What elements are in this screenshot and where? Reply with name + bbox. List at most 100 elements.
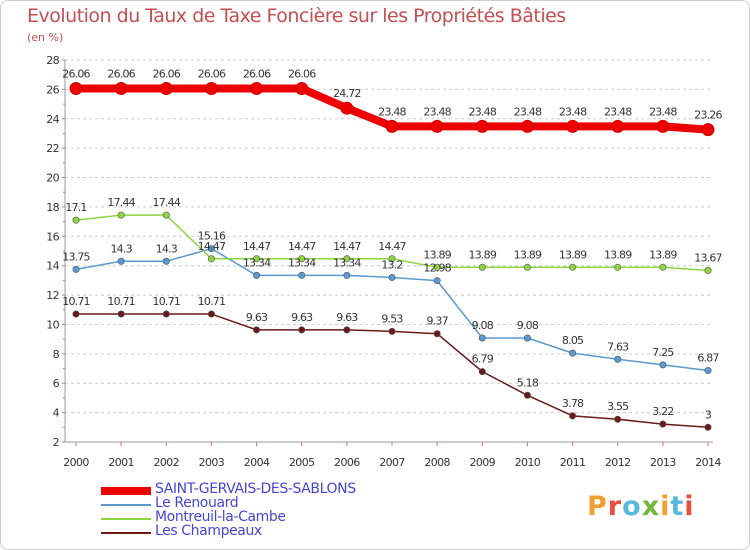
- data-point[interactable]: [298, 271, 306, 279]
- logo-letter: i: [660, 491, 671, 522]
- x-tick-label: 2001: [108, 456, 134, 469]
- data-point[interactable]: [162, 310, 170, 318]
- y-tick-label: 24: [46, 113, 59, 126]
- proxiti-logo[interactable]: Proxiti: [587, 491, 695, 522]
- data-label: 13.75: [62, 250, 90, 263]
- x-tick-label: 2010: [515, 456, 541, 469]
- data-label: 3.22: [652, 405, 673, 418]
- data-point[interactable]: [433, 277, 441, 285]
- data-point[interactable]: [433, 263, 441, 271]
- data-label: 9.63: [291, 311, 313, 324]
- data-point[interactable]: [478, 334, 486, 342]
- data-point[interactable]: [704, 366, 712, 374]
- data-point[interactable]: [298, 255, 306, 263]
- data-label: 14.3: [110, 242, 132, 255]
- data-point[interactable]: [162, 211, 170, 219]
- data-point[interactable]: [72, 310, 80, 318]
- x-tick-label: 2009: [469, 456, 495, 469]
- data-point[interactable]: [162, 257, 170, 265]
- data-point[interactable]: [207, 310, 215, 318]
- data-point[interactable]: [343, 271, 351, 279]
- data-point[interactable]: [117, 310, 125, 318]
- data-point[interactable]: [340, 101, 354, 115]
- data-point[interactable]: [385, 119, 399, 133]
- data-point[interactable]: [659, 420, 667, 428]
- data-point[interactable]: [207, 245, 215, 253]
- data-point[interactable]: [295, 82, 309, 96]
- x-tick-label: 2000: [63, 456, 89, 469]
- data-point[interactable]: [523, 263, 531, 271]
- data-point[interactable]: [614, 355, 622, 363]
- data-point[interactable]: [253, 255, 261, 263]
- data-label: 17.1: [65, 201, 86, 214]
- data-point[interactable]: [523, 334, 531, 342]
- data-label: 23.48: [649, 105, 677, 118]
- data-label: 7.25: [652, 346, 674, 359]
- data-point[interactable]: [117, 257, 125, 265]
- logo-letter: t: [670, 491, 685, 522]
- data-label: 9.63: [336, 311, 358, 324]
- data-point[interactable]: [253, 271, 261, 279]
- data-point[interactable]: [659, 361, 667, 369]
- data-point[interactable]: [298, 326, 306, 334]
- data-point[interactable]: [388, 255, 396, 263]
- data-point[interactable]: [433, 330, 441, 338]
- x-tick-label: 2005: [289, 456, 315, 469]
- legend-swatch: [101, 504, 151, 506]
- data-point[interactable]: [343, 255, 351, 263]
- data-point[interactable]: [69, 82, 83, 96]
- data-label: 26.06: [62, 68, 90, 81]
- data-point[interactable]: [343, 326, 351, 334]
- logo-letter: r: [607, 491, 623, 522]
- data-point[interactable]: [611, 119, 625, 133]
- data-point[interactable]: [388, 327, 396, 335]
- data-point[interactable]: [523, 391, 531, 399]
- data-point[interactable]: [204, 82, 218, 96]
- data-point[interactable]: [475, 119, 489, 133]
- data-point[interactable]: [72, 216, 80, 224]
- data-point[interactable]: [207, 255, 215, 263]
- data-point[interactable]: [704, 267, 712, 275]
- data-label: 3.55: [607, 400, 629, 413]
- data-point[interactable]: [114, 82, 128, 96]
- data-point[interactable]: [159, 82, 173, 96]
- data-point[interactable]: [569, 412, 577, 420]
- data-point[interactable]: [478, 368, 486, 376]
- data-point[interactable]: [659, 263, 667, 271]
- x-tick-label: 2003: [199, 456, 225, 469]
- data-point[interactable]: [430, 119, 444, 133]
- y-tick-label: 2: [53, 436, 59, 449]
- data-label: 23.48: [469, 105, 497, 118]
- y-tick-label: 6: [53, 377, 60, 390]
- data-point[interactable]: [656, 119, 670, 133]
- data-point[interactable]: [72, 265, 80, 273]
- data-point[interactable]: [253, 326, 261, 334]
- data-point[interactable]: [566, 119, 580, 133]
- x-tick-label: 2011: [560, 456, 586, 469]
- data-label: 26.06: [288, 68, 316, 81]
- data-label: 3: [705, 408, 712, 421]
- data-point[interactable]: [520, 119, 534, 133]
- data-label: 10.71: [153, 295, 181, 308]
- data-label: 26.06: [198, 68, 226, 81]
- data-point[interactable]: [117, 211, 125, 219]
- legend-label: SAINT-GERVAIS-DES-SABLONS: [155, 481, 356, 497]
- data-label: 23.48: [423, 105, 451, 118]
- data-label: 6.87: [697, 351, 719, 364]
- data-point[interactable]: [701, 123, 715, 137]
- y-tick-label: 8: [53, 348, 60, 361]
- legend-swatch: [101, 532, 151, 534]
- y-tick-label: 22: [46, 142, 59, 155]
- data-point[interactable]: [388, 273, 396, 281]
- data-point[interactable]: [250, 82, 264, 96]
- data-label: 24.72: [333, 87, 361, 100]
- data-label: 14.47: [243, 240, 271, 253]
- data-label: 13.2: [381, 258, 402, 271]
- data-point[interactable]: [478, 263, 486, 271]
- data-point[interactable]: [614, 415, 622, 423]
- data-point[interactable]: [614, 263, 622, 271]
- data-point[interactable]: [569, 349, 577, 357]
- data-point[interactable]: [569, 263, 577, 271]
- data-point[interactable]: [704, 423, 712, 431]
